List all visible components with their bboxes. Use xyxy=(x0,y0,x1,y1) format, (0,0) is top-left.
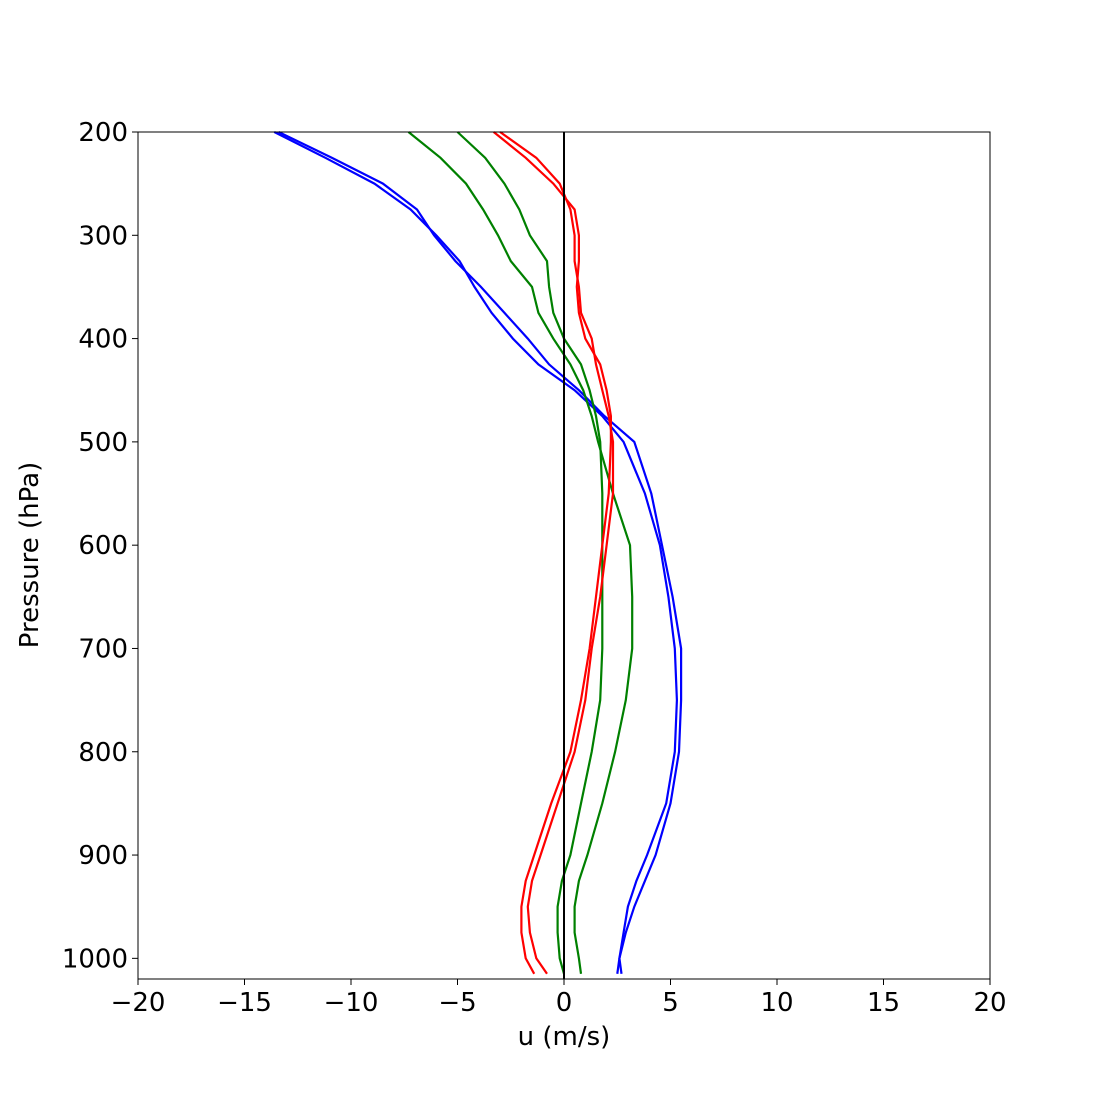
y-tick-label: 400 xyxy=(78,325,128,355)
y-tick-label: 500 xyxy=(78,428,128,458)
x-tick-label: −10 xyxy=(324,988,379,1018)
profile-line xyxy=(278,131,683,974)
profile-line xyxy=(456,131,604,975)
x-tick-label: 20 xyxy=(973,988,1006,1018)
y-tick-label: 600 xyxy=(78,531,128,561)
y-tick-label: 200 xyxy=(78,118,128,148)
profile-line xyxy=(407,131,634,974)
plot-frame xyxy=(137,131,991,980)
profile-line xyxy=(493,131,612,975)
y-axis-label: Pressure (hPa) xyxy=(15,462,45,649)
x-axis-label: u (m/s) xyxy=(518,1022,611,1052)
x-tick-label: −5 xyxy=(438,988,476,1018)
y-tick-label: 700 xyxy=(78,634,128,664)
profile-line xyxy=(273,131,679,974)
x-tick-label: 15 xyxy=(867,988,900,1018)
x-tick-label: −15 xyxy=(217,988,272,1018)
y-tick-label: 300 xyxy=(78,221,128,251)
x-tick-label: 10 xyxy=(760,988,793,1018)
y-tick-label: 1000 xyxy=(62,944,128,974)
x-tick-label: −20 xyxy=(111,988,166,1018)
x-tick-label: 0 xyxy=(556,988,573,1018)
y-tick-label: 800 xyxy=(78,738,128,768)
x-tick-label: 5 xyxy=(662,988,679,1018)
y-tick-label: 900 xyxy=(78,841,128,871)
profile-line xyxy=(499,131,615,975)
